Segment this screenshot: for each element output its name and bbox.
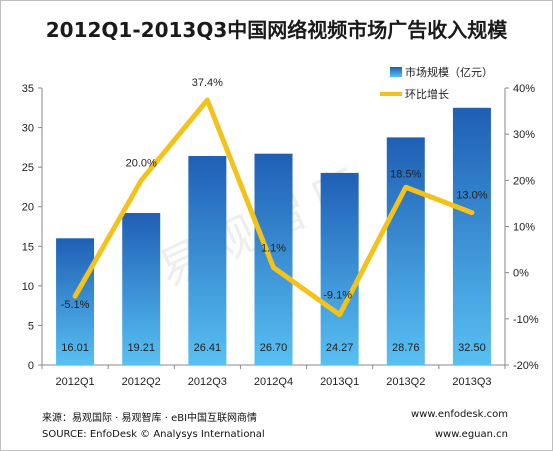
y-left-tick-label: 15 — [22, 241, 34, 253]
y-right-tick-label: -20% — [513, 360, 539, 372]
y-right-tick-label: 40% — [513, 83, 535, 95]
legend-swatch-bar — [390, 67, 402, 77]
y-right-tick-label: 10% — [513, 222, 535, 234]
chart-title: 2012Q1-2013Q3中国网络视频市场广告收入规模 — [45, 18, 508, 42]
x-tick-label: 2012Q1 — [55, 376, 94, 388]
x-tick-label: 2013Q2 — [386, 376, 425, 388]
y-right-tick-label: 0% — [513, 268, 529, 280]
bar-value-label: 28.76 — [392, 342, 420, 354]
y-left-tick-label: 35 — [22, 83, 34, 95]
bar — [122, 212, 161, 365]
y-left-tick-label: 10 — [22, 281, 34, 293]
growth-line — [72, 97, 475, 318]
bars — [56, 107, 491, 366]
growth-label: -5.1% — [61, 299, 90, 311]
axes: 0 5 10 15 20 25 30 35 -20% -10% 0% 10% 20% 30% 40% — [22, 83, 539, 372]
bar — [56, 238, 95, 365]
y-left-tick-label: 0 — [28, 360, 34, 372]
legend-label-bar: 市场规模（亿元） — [405, 65, 493, 79]
growth-labels: -5.1% 20.0% 37.4% 1.1% -9.1% 18.5% 13.0% — [61, 77, 488, 311]
footer-source-cn: 来源：易观国际 · 易观智库 · eBI中国互联网商情 — [42, 413, 258, 424]
legend-label-line: 环比增长 — [405, 87, 449, 101]
bar-value-label: 26.70 — [260, 342, 288, 354]
bar-value-label: 16.01 — [61, 342, 89, 354]
bar — [188, 155, 227, 365]
x-tick-label: 2013Q1 — [320, 376, 359, 388]
legend: 市场规模（亿元） 环比增长 — [380, 65, 493, 101]
y-right-tick-label: -10% — [513, 314, 539, 326]
growth-label: 20.0% — [126, 157, 157, 169]
bar — [320, 172, 359, 365]
bar — [386, 137, 425, 365]
growth-label: 37.4% — [192, 77, 223, 89]
growth-label: 13.0% — [456, 190, 487, 202]
y-left-tick-label: 20 — [22, 202, 34, 214]
bar-value-label: 19.21 — [127, 342, 155, 354]
bar-value-label: 26.41 — [194, 342, 222, 354]
growth-label: 18.5% — [390, 168, 421, 180]
x-tick-label: 2012Q2 — [122, 376, 161, 388]
x-tick-labels: 2012Q1 2012Q2 2012Q3 2012Q4 2013Q1 2013Q2 2013… — [55, 376, 491, 388]
x-tick-label: 2012Q3 — [188, 376, 227, 388]
x-tick-label: 2013Q3 — [452, 376, 491, 388]
y-right-tick-label: 30% — [513, 129, 535, 141]
footer-site-2: www.eguan.cn — [434, 429, 508, 440]
footer-source-en: SOURCE: EnfoDesk © Analysys Internationa… — [42, 429, 265, 440]
bar-value-label: 24.27 — [326, 342, 354, 354]
footer-site-1: www.enfodesk.com — [411, 409, 508, 420]
y-right-tick-label: 20% — [513, 175, 535, 187]
y-left-tick-label: 25 — [22, 162, 34, 174]
growth-series-line — [72, 97, 475, 318]
y-left-tick-label: 30 — [22, 123, 34, 135]
y-left-tick-label: 5 — [28, 320, 34, 332]
bar — [254, 153, 293, 365]
bar-value-labels: 16.01 19.21 26.41 26.70 24.27 28.76 32.50 — [61, 342, 485, 354]
bar — [452, 107, 491, 366]
growth-label: -9.1% — [323, 290, 352, 302]
x-tick-label: 2012Q4 — [254, 376, 293, 388]
bar-value-label: 32.50 — [458, 342, 486, 354]
growth-label: 1.1% — [261, 243, 286, 255]
